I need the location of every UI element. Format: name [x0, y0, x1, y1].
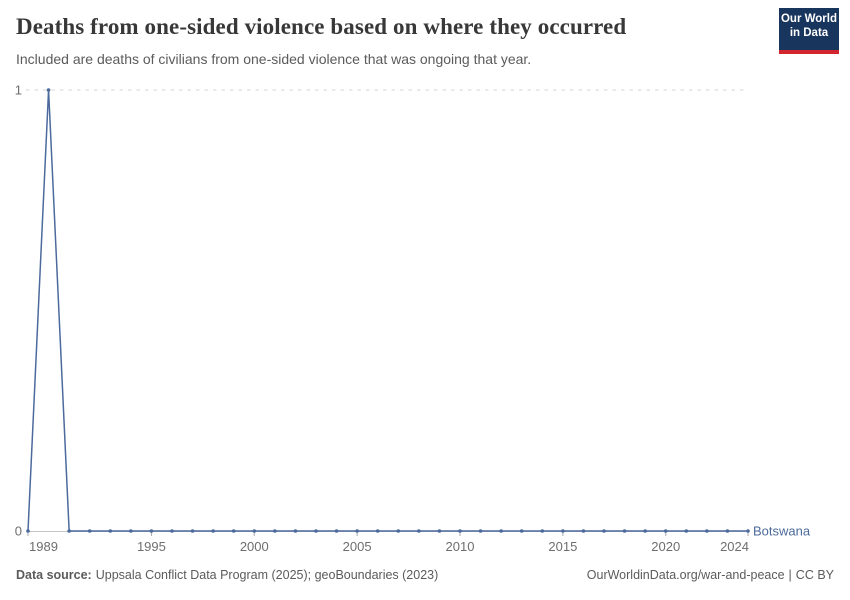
data-point [581, 529, 586, 533]
x-tick-label: 1995 [137, 539, 166, 554]
data-point [519, 529, 524, 533]
series-line[interactable] [27, 89, 748, 532]
data-point [561, 529, 565, 533]
data-point [211, 529, 215, 533]
data-point [602, 529, 606, 533]
page-footer: Data source: Uppsala Conflict Data Progra… [16, 568, 834, 582]
footer-credit: OurWorldinData.org/war-and-peace | CC BY [587, 568, 834, 582]
data-point [231, 529, 236, 533]
owid-logo-line2: in Data [789, 26, 829, 39]
x-tick-label: 2015 [548, 539, 577, 554]
data-point [170, 529, 174, 533]
data-point [684, 529, 689, 533]
x-tick-label: 2010 [446, 539, 475, 554]
page-title: Deaths from one-sided violence based on … [16, 14, 627, 39]
data-point [273, 529, 277, 533]
data-point [396, 529, 401, 533]
x-tick-label: 2000 [240, 539, 269, 554]
data-point [499, 529, 503, 533]
data-source-note: Data source: Uppsala Conflict Data Progra… [16, 568, 438, 582]
y-tick-label: 0 [15, 524, 22, 539]
chart-subtitle: Included are deaths of civilians from on… [16, 51, 532, 67]
data-point [643, 529, 647, 533]
data-point [417, 529, 421, 533]
data-point [293, 529, 298, 533]
data-point [437, 529, 442, 533]
data-point [46, 88, 51, 92]
data-point [746, 529, 750, 533]
data-point [355, 529, 359, 533]
data-point [26, 529, 30, 533]
data-point [334, 529, 339, 533]
data-point [190, 529, 195, 533]
data-point [129, 529, 133, 533]
x-tick-label: 2020 [651, 539, 680, 554]
data-point [458, 529, 462, 533]
data-point [87, 529, 92, 533]
data-point [725, 529, 730, 533]
data-point [540, 529, 545, 533]
data-source-label: Data source: [16, 568, 92, 582]
data-point [252, 529, 257, 533]
data-point [663, 529, 668, 533]
data-point [622, 529, 627, 533]
footer-link[interactable]: OurWorldinData.org/war-and-peace [586, 568, 785, 582]
data-point [67, 529, 71, 533]
data-point [314, 529, 318, 533]
owid-logo-line1: Our World [780, 13, 837, 25]
series-label[interactable]: Botswana [753, 524, 811, 539]
data-point [375, 529, 380, 533]
data-point [705, 529, 709, 533]
footer-separator: | [788, 568, 792, 582]
y-tick-label: 1 [15, 83, 22, 98]
data-point [478, 529, 483, 533]
x-tick-label: 2005 [343, 539, 372, 554]
data-point [108, 529, 113, 533]
owid-logo[interactable]: Our World in Data [779, 8, 839, 54]
x-tick-label: 1989 [29, 539, 58, 554]
data-source-text: Uppsala Conflict Data Program (2025); ge… [95, 568, 439, 582]
data-point [149, 529, 154, 533]
license-badge: CC BY [795, 568, 834, 582]
x-tick-label: 2024 [720, 539, 749, 554]
